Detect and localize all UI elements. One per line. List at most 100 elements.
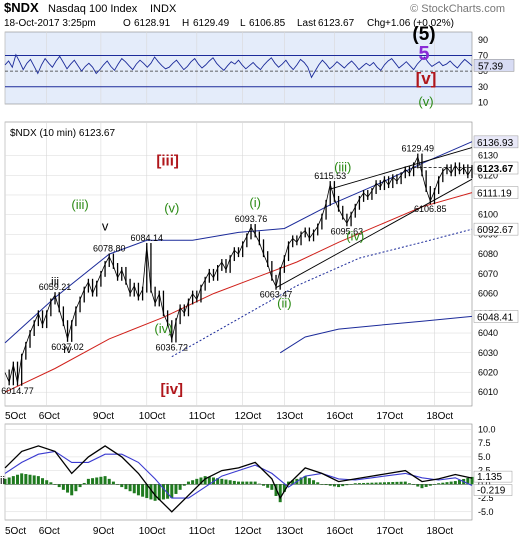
price-right-box-2 (473, 186, 519, 199)
rsi-line (4, 53, 473, 79)
macd-histogram-bar (195, 478, 199, 485)
dotted-trend-line (171, 228, 473, 358)
macd-histogram-bar (178, 484, 182, 490)
rsi-background (4, 31, 473, 105)
price-xtick-4: 11Oct (189, 411, 215, 422)
price-tick-6060: 6060 (478, 289, 498, 299)
macd-histogram-bar (345, 484, 349, 486)
price-right-label-3: 6092.67 (477, 225, 514, 236)
macd-line (4, 445, 473, 513)
macd-histogram-bar (416, 484, 420, 487)
macd-histogram-bar (382, 482, 386, 485)
open-label: O (123, 18, 131, 29)
moving-average-line (4, 192, 473, 393)
macd-histogram-bar (41, 478, 45, 485)
price-xtick-3: 10Oct (139, 411, 166, 422)
upper-bollinger-band (4, 141, 473, 344)
price-xtick-2: 9Oct (93, 411, 114, 422)
macd-side-label: ii (0, 475, 5, 487)
macd-histogram-bar (282, 484, 286, 492)
macd-tick-2.5: 2.5 (478, 466, 491, 476)
macd-histogram-bar (287, 481, 291, 485)
macd-plot-area (4, 423, 473, 521)
macd-histogram-bar (307, 478, 311, 485)
macd-histogram-bar (149, 484, 153, 500)
rsi-last-label: 57.39 (478, 61, 503, 72)
macd-xtick-4: 11Oct (189, 526, 215, 537)
macd-histogram-bar (78, 484, 82, 488)
macd-xtick-2: 9Oct (93, 526, 114, 537)
macd-histogram-bar (437, 483, 441, 485)
last-label: Last (297, 18, 316, 29)
macd-xtick-6: 13Oct (276, 526, 303, 537)
wave-label-11: (iv) (346, 228, 364, 243)
wave-label-6: (iv) (154, 321, 172, 336)
macd-histogram-bar (403, 481, 407, 485)
macd-xtick-3: 10Oct (139, 526, 166, 537)
wave-label-paren-v: (v) (418, 94, 433, 109)
macd-histogram-bar (141, 484, 145, 497)
wave-label-3: (iii) (71, 197, 88, 212)
macd-histogram-bar (312, 480, 316, 485)
macd-histogram-bar (337, 484, 341, 488)
macd-histogram-bar (232, 480, 236, 485)
macd-histogram-bar (153, 484, 157, 501)
macd-histogram-bar (186, 481, 190, 485)
macd-histogram-bar (170, 484, 174, 499)
price-xtick-7: 16Oct (326, 411, 353, 422)
macd-histogram-bar (441, 482, 445, 485)
macd-histogram-bar (241, 481, 245, 485)
price-right-box-0 (473, 135, 519, 149)
macd-histogram-bar (70, 484, 74, 496)
price-xtick-5: 12Oct (235, 411, 262, 422)
macd-xtick-7: 16Oct (326, 526, 353, 537)
macd-histogram-bar (370, 482, 374, 485)
macd-histogram-bar (174, 484, 178, 494)
macd-histogram-bar (266, 484, 270, 488)
price-annotation-7: 6063.47 (260, 290, 293, 300)
price-line (4, 155, 473, 384)
price-xtick-6: 13Oct (276, 411, 303, 422)
macd-histogram-bar (453, 481, 457, 485)
price-annotation-10: 6129.49 (402, 144, 435, 154)
macd-histogram-bar (224, 479, 228, 485)
chart-exchange: INDX (150, 3, 177, 15)
macd-histogram-bar (412, 484, 416, 485)
macd-histogram-bar (24, 474, 28, 485)
macd-histogram-bar (332, 484, 336, 487)
low-value: 6106.85 (249, 18, 286, 29)
macd-histogram-bar (245, 481, 249, 485)
macd-histogram-bar (45, 480, 49, 485)
macd-xtick-0: 5Oct (5, 526, 26, 537)
price-annotation-4: 6084.14 (130, 233, 163, 243)
wave-label-5: [iii] (156, 152, 179, 169)
macd-histogram-bar (270, 484, 274, 490)
macd-histogram-bar (428, 484, 432, 486)
last-value: 6123.67 (318, 18, 355, 29)
macd-histogram-bar (316, 482, 320, 485)
macd-histogram-bar (161, 484, 165, 500)
macd-histogram-bar (357, 483, 361, 485)
macd-histogram-bar (362, 482, 366, 485)
macd-histogram-bar (407, 483, 411, 485)
price-right-label-0: 6136.93 (477, 138, 514, 149)
signal-last-label: -0.219 (477, 486, 506, 497)
macd-histogram-bar (99, 476, 103, 485)
macd-histogram-bar (66, 484, 70, 493)
macd-last-box (473, 470, 513, 483)
price-tick-6070: 6070 (478, 269, 498, 279)
macd-histogram-bar (207, 476, 211, 485)
price-annotation-11: 6106.85 (414, 204, 447, 214)
rsi-last-box (473, 59, 515, 72)
macd-tick--2.5: -2.5 (478, 493, 494, 503)
macd-histogram-bar (145, 484, 149, 499)
macd-histogram-bar (353, 483, 357, 485)
price-right-label-2: 6111.19 (477, 189, 512, 200)
price-xtick-9: 18Oct (426, 411, 453, 422)
macd-histogram-bar (157, 484, 161, 501)
macd-histogram-bar (220, 478, 224, 485)
macd-histogram-bar (128, 484, 132, 492)
macd-panel: -5.0-2.50.02.55.07.510.01.135-0.2195Oct6… (3, 423, 513, 537)
macd-xtick-1: 6Oct (39, 526, 60, 537)
macd-histogram-bar (420, 484, 424, 489)
